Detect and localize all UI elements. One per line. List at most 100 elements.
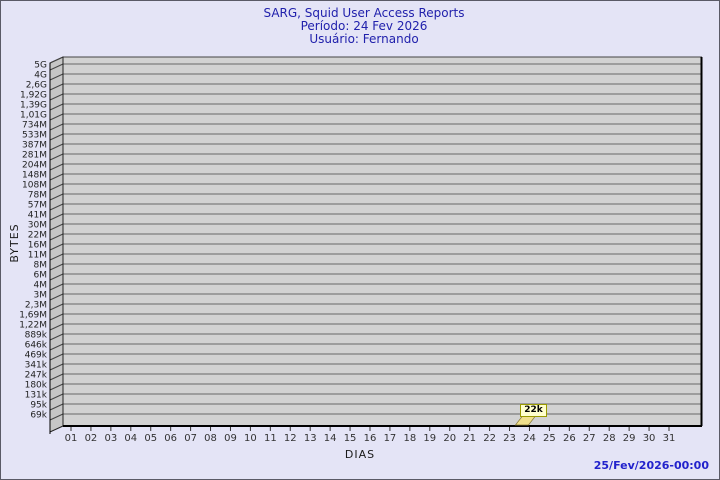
wall-rib <box>49 243 64 251</box>
chart-header: SARG, Squid User Access Reports Período:… <box>1 6 719 46</box>
wall-rib <box>49 183 64 191</box>
chart-period: Período: 24 Fev 2026 <box>300 19 428 33</box>
x-tick-label: 14 <box>324 433 337 444</box>
x-tick-label: 26 <box>563 433 576 444</box>
y-tick-label: 57M <box>28 201 47 211</box>
wall-rib <box>49 133 64 141</box>
x-axis-title: DIAS <box>344 448 376 461</box>
y-tick-label: 2,3M <box>25 301 47 311</box>
y-tick-label: 1,92G <box>20 91 47 101</box>
wall-rib <box>49 233 64 241</box>
x-tick-label: 08 <box>204 433 217 444</box>
y-tick-label: 30M <box>28 221 47 231</box>
y-tick-label: 131k <box>25 391 48 401</box>
chart-title: SARG, Squid User Access Reports <box>263 6 465 20</box>
wall-rib <box>49 373 64 381</box>
x-tick-label: 20 <box>443 433 456 444</box>
x-tick-label: 31 <box>663 433 676 444</box>
wall-rib <box>49 193 64 201</box>
wall-rib <box>49 63 64 71</box>
y-tick-label: 69k <box>30 411 47 421</box>
y-tick-label: 889k <box>25 331 48 341</box>
y-tick-label: 22M <box>28 231 47 241</box>
y-tick-label: 533M <box>22 131 47 141</box>
x-tick-label: 16 <box>364 433 377 444</box>
wall-rib <box>49 93 64 101</box>
y-tick-label: 247k <box>25 371 48 381</box>
wall-rib <box>49 113 64 121</box>
y-tick-label: 1,22M <box>19 321 47 331</box>
y-tick-label: 148M <box>22 171 47 181</box>
y-tick-label: 6M <box>34 271 48 281</box>
wall-rib <box>49 203 64 211</box>
report-timestamp: 25/Fev/2026-00:00 <box>593 459 709 472</box>
wall-rib <box>49 413 64 421</box>
x-tick-label: 09 <box>224 433 237 444</box>
x-tick-label: 15 <box>344 433 357 444</box>
wall-rib <box>49 173 64 181</box>
x-tick-label: 01 <box>65 433 78 444</box>
y-tick-label: 734M <box>22 121 47 131</box>
wall-rib <box>49 383 64 391</box>
x-tick-label: 17 <box>384 433 397 444</box>
x-tick-label: 24 <box>523 433 536 444</box>
y-tick-label: 180k <box>25 381 48 391</box>
wall-rib <box>49 263 64 271</box>
y-tick-label: 1,01G <box>20 111 47 121</box>
wall-rib <box>49 403 64 411</box>
x-tick-label: 10 <box>244 433 257 444</box>
x-tick-label: 19 <box>423 433 436 444</box>
x-tick-label: 13 <box>304 433 317 444</box>
wall-rib <box>49 283 64 291</box>
wall-rib <box>49 123 64 131</box>
y-tick-label: 78M <box>28 191 47 201</box>
y-tick-label: 387M <box>22 141 47 151</box>
plot-area <box>63 57 702 426</box>
y-axis-title: BYTES <box>8 223 21 263</box>
wall-rib <box>49 143 64 151</box>
y-tick-label: 11M <box>28 251 47 261</box>
wall-rib <box>49 323 64 331</box>
x-tick-label: 04 <box>124 433 137 444</box>
x-tick-label: 18 <box>403 433 416 444</box>
x-tick-label: 12 <box>284 433 297 444</box>
y-tick-label: 108M <box>22 181 47 191</box>
wall-rib <box>49 163 64 171</box>
wall-rib <box>49 343 64 351</box>
x-tick-label: 21 <box>463 433 476 444</box>
x-tick-label: 25 <box>543 433 556 444</box>
chart-user: Usuário: Fernando <box>309 32 419 46</box>
y-tick-label: 281M <box>22 151 47 161</box>
x-tick-label: 02 <box>85 433 98 444</box>
wall-rib <box>49 293 64 301</box>
wall-rib <box>49 303 64 311</box>
wall-rib <box>49 83 64 91</box>
wall-rib <box>49 213 64 221</box>
wall-rib <box>49 56 64 64</box>
x-tick-label: 07 <box>184 433 197 444</box>
wall-rib <box>49 313 64 321</box>
wall-rib <box>49 153 64 161</box>
x-tick-label: 23 <box>503 433 516 444</box>
x-tick-label: 03 <box>104 433 117 444</box>
y-tick-label: 41M <box>28 211 47 221</box>
wall-rib <box>49 223 64 231</box>
x-tick-label: 29 <box>623 433 636 444</box>
y-tick-label: 1,69M <box>19 311 47 321</box>
wall-rib <box>49 333 64 341</box>
y-tick-label: 1,39G <box>20 101 47 111</box>
x-tick-label: 22 <box>483 433 496 444</box>
y-tick-label: 4G <box>34 71 47 81</box>
data-point-label: 22k <box>520 404 547 417</box>
y-tick-label: 2,6G <box>26 81 47 91</box>
y-tick-label: 95k <box>30 401 47 411</box>
y-tick-label: 3M <box>34 291 48 301</box>
wall-rib <box>49 253 64 261</box>
y-tick-label: 8M <box>34 261 48 271</box>
x-tick-label: 30 <box>643 433 656 444</box>
wall-rib <box>49 73 64 81</box>
x-tick-label: 05 <box>144 433 157 444</box>
y-tick-label: 4M <box>34 281 48 291</box>
